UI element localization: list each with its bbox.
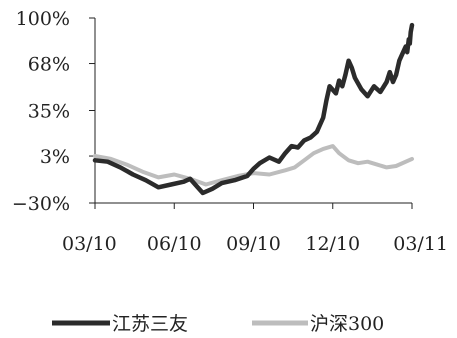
series-lines [92,22,415,196]
series-line-hs300 [93,144,414,187]
y-tick-label: −30% [12,193,70,215]
x-tick-label: 12/10 [305,233,360,255]
y-tick-label: 3% [40,146,70,168]
x-tick-label: 03/10 [62,233,117,255]
x-tick-label: 03/11 [393,233,448,255]
y-tick-label: 68% [28,54,70,76]
y-tick-label: 35% [28,101,70,123]
legend-label: 沪深300 [310,313,384,335]
legend: 江苏三友 沪深300 [52,313,384,335]
x-axis: 03/10 06/10 09/10 12/10 03/11 [62,18,448,255]
y-axis-tick-labels: 100% 68% 35% 3% −30% [12,8,95,215]
x-tick-label: 09/10 [226,233,281,255]
series-line-jiangsu-sanyou [92,22,415,196]
legend-label: 江苏三友 [112,313,188,335]
y-tick-label: 100% [16,8,70,30]
x-tick-label: 06/10 [147,233,202,255]
